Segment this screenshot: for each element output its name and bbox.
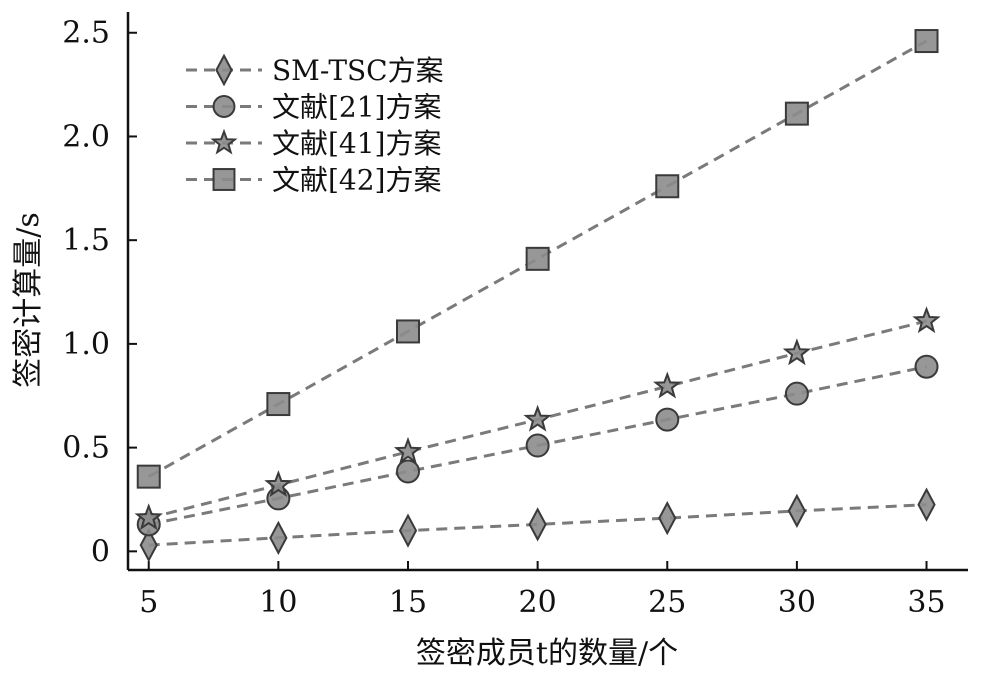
data-point-star [134,503,163,531]
legend-marker-star [210,128,238,155]
x-tick-label: 10 [259,585,297,620]
data-point-diamond [917,487,936,522]
data-point-square [136,464,161,489]
legend-marker-square [212,168,236,191]
y-ticks: 0 0.5 1.0 1.5 2.0 2.5 [62,16,137,569]
legend-label: 文献[42]方案 [272,164,441,197]
series-star [134,306,941,531]
x-tick-label: 30 [778,585,816,620]
data-point-star [912,306,941,334]
data-point-diamond [269,520,288,555]
data-point-star [264,470,293,498]
legend-item: 文献[21]方案 [186,91,441,124]
data-point-star [393,436,423,464]
legend-label: 文献[21]方案 [272,91,441,124]
data-point-circle [914,354,939,379]
data-point-diamond [787,493,807,529]
legend-item: 文献[42]方案 [186,164,441,197]
x-tick-label: 25 [648,585,686,620]
legend-label: SM-TSC方案 [272,54,444,87]
axes [126,12,968,572]
data-point-diamond [398,513,418,548]
data-point-square [396,319,420,344]
x-ticks: 5 10 15 20 25 30 35 [139,561,946,620]
y-tick-label: 0.5 [62,431,110,466]
data-point-star [653,371,682,399]
data-point-circle [396,459,420,484]
legend-marker-circle [212,95,236,118]
data-point-square [525,246,550,271]
y-tick-label: 0 [91,534,110,569]
y-tick-label: 1.0 [62,327,110,362]
series-square [136,29,939,489]
data-point-square [655,174,680,199]
data-point-circle [784,381,809,406]
data-point-circle [525,433,550,458]
data-point-diamond [658,501,677,536]
y-axis-title: 签密计算量/s [11,212,46,388]
data-point-square [784,101,809,126]
y-tick-label: 2.5 [62,16,110,51]
data-point-square [266,392,291,417]
series-circle [136,354,939,537]
x-tick-label: 35 [907,585,945,620]
y-tick-label: 2.0 [62,119,110,154]
data-point-star [523,404,552,432]
y-tick-label: 1.5 [62,223,110,258]
legend-label: 文献[41]方案 [272,127,441,160]
series-diamond [139,487,936,563]
x-axis-title: 签密成员t的数量/个 [416,636,678,671]
data-point-diamond [139,527,158,563]
legend-item: 文献[41]方案 [186,127,441,160]
data-point-star [782,338,812,366]
x-tick-label: 5 [139,585,158,620]
series-layer [134,29,941,563]
data-point-diamond [528,507,547,542]
legend-item: SM-TSC方案 [186,53,444,87]
data-point-square [914,29,939,54]
x-tick-label: 15 [389,585,427,620]
data-point-circle [655,407,680,432]
legend-marker-diamond [215,53,233,87]
x-tick-label: 20 [519,585,557,620]
